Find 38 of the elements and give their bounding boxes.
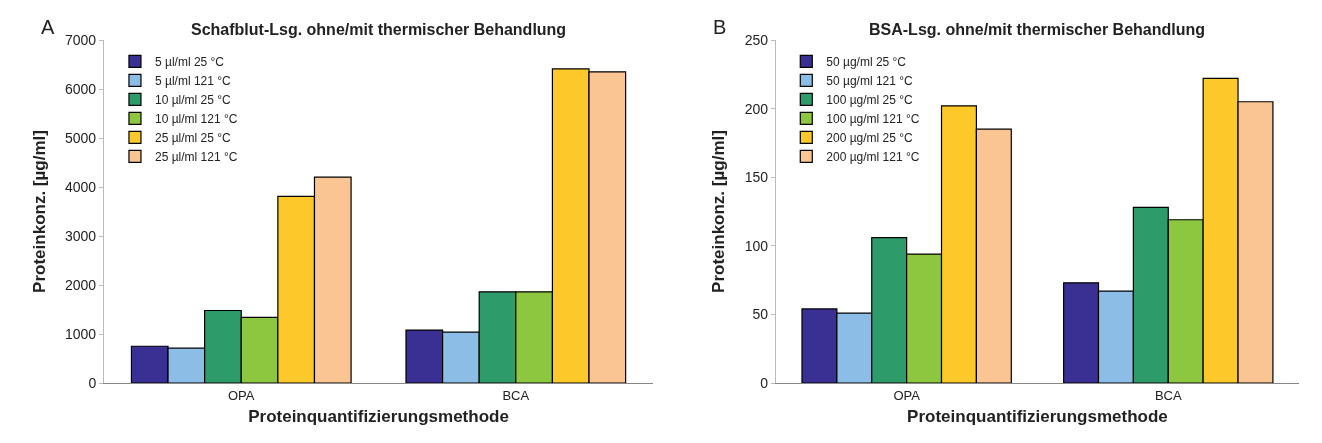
- legend-label: 10 µl/ml 121 °C: [154, 112, 238, 127]
- y-tick-label: 250: [744, 31, 769, 48]
- y-tick-label: 7000: [65, 31, 97, 48]
- y-tick-label: 100: [744, 237, 769, 254]
- y-tick-label: 5000: [65, 129, 97, 146]
- x-tick-label: OPA: [228, 387, 255, 403]
- legend-label: 50 µg/ml 25 °C: [826, 55, 907, 70]
- y-tick-label: 150: [744, 169, 769, 186]
- legend-label: 50 µg/ml 121 °C: [826, 74, 914, 89]
- x-tick-label: OPA: [893, 387, 921, 403]
- y-tick-label: 4000: [65, 178, 97, 195]
- y-axis-title: Proteinkonz. [µg/ml]: [29, 130, 49, 293]
- legend-label: 200 µg/ml 121 °C: [826, 150, 920, 165]
- legend-label: 100 µg/ml 25 °C: [826, 93, 914, 108]
- x-tick-label: BCA: [1154, 387, 1182, 403]
- x-axis-title: Proteinquantifizierungsmethode: [248, 407, 509, 426]
- y-tick-label: 200: [744, 100, 769, 117]
- legend-label: 25 µl/ml 121 °C: [154, 150, 238, 165]
- legend-label: 5 µl/ml 25 °C: [154, 55, 225, 70]
- y-tick-label: 2000: [65, 276, 97, 293]
- y-axis-title: Proteinkonz. [µg/ml]: [709, 130, 729, 293]
- x-tick-label: BCA: [502, 387, 530, 403]
- chart-title: Schafblut-Lsg. ohne/mit thermischer Behandlung: [191, 21, 567, 38]
- y-tick-label: 1000: [65, 325, 97, 342]
- text: B: [713, 16, 727, 38]
- y-tick-label: 3000: [65, 227, 97, 244]
- text: A: [41, 16, 55, 38]
- chart-title: BSA-Lsg. ohne/mit thermischer Behandlung: [869, 21, 1206, 38]
- y-tick-label: 50: [752, 306, 769, 323]
- x-axis-title: Proteinquantifizierungsmethode: [907, 407, 1168, 426]
- y-tick-label: 6000: [65, 80, 97, 97]
- legend-label: 25 µl/ml 25 °C: [154, 131, 232, 146]
- legend-label: 100 µg/ml 121 °C: [826, 112, 920, 127]
- y-tick-label: 0: [88, 374, 97, 391]
- legend-label: 10 µl/ml 25 °C: [154, 93, 232, 108]
- legend-label: 5 µl/ml 121 °C: [154, 74, 232, 89]
- legend-label: 200 µg/ml 25 °C: [826, 131, 914, 146]
- y-tick-label: 0: [760, 374, 769, 391]
